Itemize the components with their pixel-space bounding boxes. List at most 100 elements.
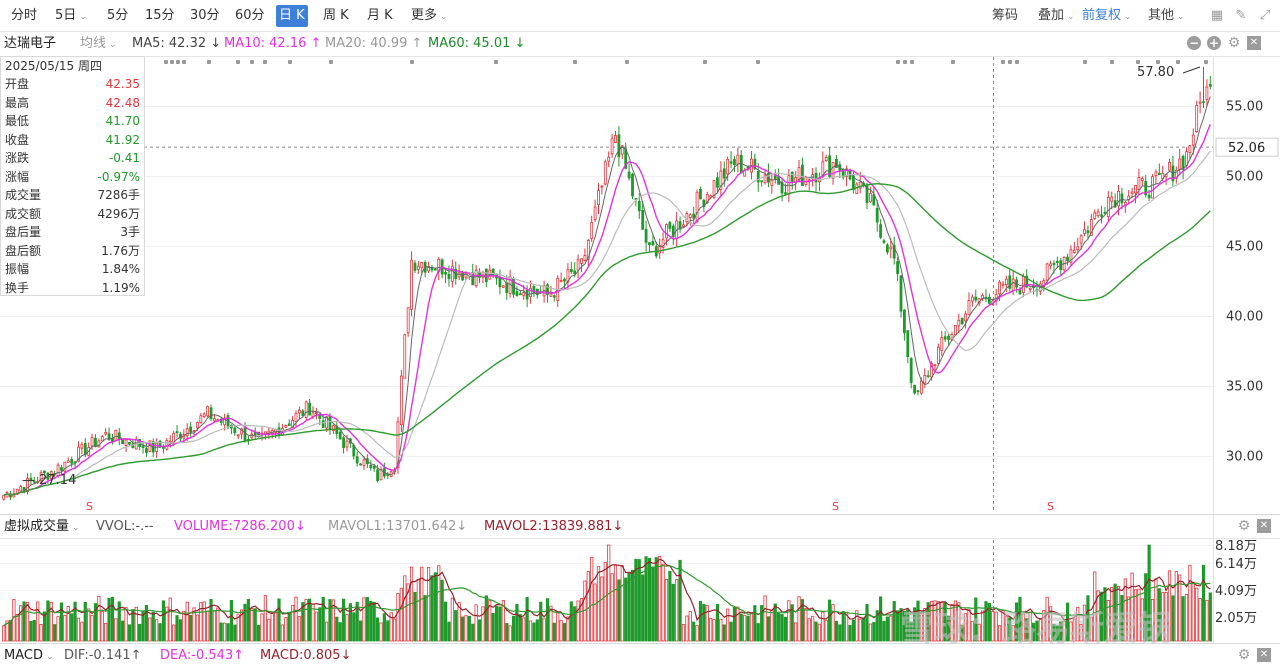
- candle-body: [631, 173, 634, 197]
- candle-body: [345, 440, 349, 448]
- volume-bar: [1144, 573, 1148, 642]
- ma5-value: MA5: 42.32 ↓: [132, 36, 222, 51]
- volume-bar: [749, 612, 754, 642]
- candle-body: [66, 460, 70, 463]
- period-tab-5day[interactable]: 5日 ⌄: [55, 8, 87, 23]
- volume-bar: [80, 621, 84, 642]
- price-tick-label: 35.00: [1226, 380, 1263, 395]
- candle-body: [936, 346, 940, 364]
- period-tab-5min[interactable]: 5分: [107, 8, 129, 23]
- fullscreen-icon[interactable]: ⤢: [1259, 8, 1271, 23]
- volume-bar: [165, 606, 169, 642]
- close-icon[interactable]: ✕: [1257, 519, 1271, 533]
- volume-bar: [688, 611, 692, 642]
- volume-bar: [93, 603, 98, 642]
- chips-button[interactable]: 筹码: [992, 8, 1019, 23]
- volume-bar: [420, 566, 424, 642]
- period-tab-more[interactable]: 更多 ⌄: [411, 8, 448, 23]
- volume-bar: [358, 620, 363, 642]
- close-icon[interactable]: ✕: [1247, 36, 1261, 50]
- volume-bar: [997, 625, 1002, 642]
- candle-body: [852, 175, 855, 190]
- forward-adjust-button[interactable]: 前复权 ⌄: [1082, 8, 1132, 23]
- collapse-minus-icon[interactable]: −: [1187, 36, 1201, 50]
- period-tab-timeshare[interactable]: 分时: [11, 8, 38, 23]
- info-label: 盘后量: [5, 225, 42, 239]
- volume-bar: [824, 619, 828, 642]
- volume-bar: [192, 607, 196, 642]
- draw-pen-icon[interactable]: ✎: [1235, 8, 1247, 23]
- candle-body: [328, 415, 332, 430]
- volume-bar: [413, 591, 417, 642]
- candle-body: [1055, 260, 1059, 264]
- volume-bar: [916, 600, 920, 642]
- candle-body: [607, 156, 611, 162]
- gear-icon[interactable]: ⚙: [1237, 518, 1251, 534]
- volume-bar: [168, 597, 172, 642]
- info-row: 换手 1.19%: [1, 279, 144, 298]
- info-row: 涨跌 -0.41: [1, 149, 144, 168]
- volume-bar: [29, 620, 33, 642]
- volume-bar: [90, 615, 94, 642]
- grid-layout-icon[interactable]: ▦: [1210, 8, 1224, 23]
- macd-title[interactable]: MACD ⌄: [4, 648, 54, 663]
- period-tab-weekly[interactable]: 周 K: [323, 8, 349, 23]
- volume-bar: [719, 618, 723, 642]
- avg-line-selector[interactable]: 均线 ⌄: [80, 36, 117, 51]
- candle-body: [559, 280, 563, 283]
- volume-bar: [872, 622, 876, 642]
- period-tab-daily[interactable]: 日 K: [276, 5, 308, 27]
- volume-bar: [76, 617, 81, 642]
- event-dot: [288, 60, 292, 64]
- info-label: 最低: [5, 114, 30, 128]
- volume-bar: [780, 613, 784, 642]
- candle-body: [233, 427, 237, 434]
- event-dot: [263, 60, 267, 64]
- close-icon[interactable]: ✕: [1257, 648, 1271, 662]
- volume-bar: [1140, 598, 1144, 642]
- gear-icon[interactable]: ⚙: [1227, 35, 1241, 51]
- volume-bar: [794, 622, 798, 642]
- gear-icon[interactable]: ⚙: [1237, 647, 1251, 663]
- main-indicator-bar: 达瑞电子 均线 ⌄ MA5: 42.32 ↓ MA10: 42.16 ↑ MA20…: [0, 32, 1280, 56]
- mavol1-line: [3, 558, 1211, 627]
- volume-bar: [375, 617, 380, 642]
- candle-body: [1100, 214, 1103, 217]
- candle-body: [314, 412, 318, 415]
- period-tab-30min[interactable]: 30分: [190, 8, 220, 23]
- overlay-button[interactable]: 叠加 ⌄: [1038, 8, 1075, 23]
- volume-bar: [280, 624, 285, 642]
- volume-bar: [967, 609, 971, 642]
- candle-body: [515, 291, 519, 296]
- period-tab-60min[interactable]: 60分: [235, 8, 265, 23]
- volume-bar: [1076, 606, 1080, 642]
- volume-bar: [658, 556, 662, 642]
- volume-tick-label: 8.18万: [1215, 539, 1257, 554]
- period-tab-monthly[interactable]: 月 K: [367, 8, 393, 23]
- volume-bar: [828, 599, 832, 642]
- volume-bar: [613, 564, 618, 642]
- volume-bar: [100, 610, 104, 642]
- max-price-arrow: [1182, 66, 1201, 74]
- volume-bar: [460, 616, 465, 642]
- volume-bar: [494, 605, 499, 642]
- candle-body: [1089, 219, 1093, 236]
- volume-tick-label: 4.09万: [1215, 584, 1257, 599]
- candle-body: [906, 330, 910, 358]
- candle-body: [987, 296, 991, 304]
- volume-bar: [253, 608, 257, 642]
- add-plus-icon[interactable]: +: [1207, 36, 1221, 50]
- candle-body: [223, 417, 227, 426]
- volume-bar: [1171, 595, 1175, 642]
- chevron-down-icon: ⌄: [1067, 12, 1075, 22]
- volume-bar: [257, 624, 261, 642]
- period-tab-15min[interactable]: 15分: [145, 8, 175, 23]
- volume-bar: [1191, 581, 1195, 642]
- other-button[interactable]: 其他 ⌄: [1148, 8, 1185, 23]
- volume-title[interactable]: 虚拟成交量 ⌄: [4, 519, 80, 534]
- volume-bar: [467, 615, 471, 642]
- candle-body: [828, 155, 832, 177]
- candle-body: [362, 459, 366, 466]
- candle-body: [522, 292, 526, 297]
